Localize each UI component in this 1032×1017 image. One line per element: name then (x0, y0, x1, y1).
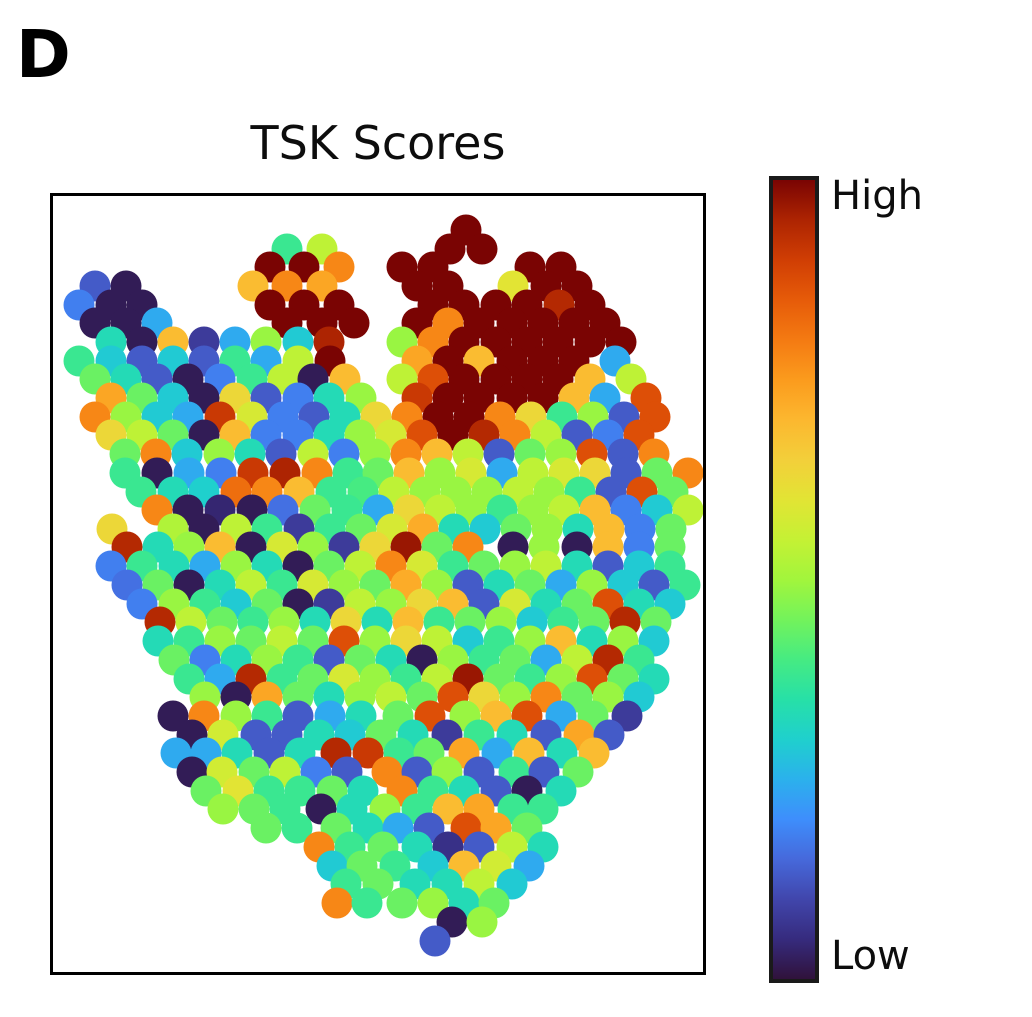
colorbar-high-label: High (831, 173, 923, 219)
scatter-dot (281, 812, 313, 844)
scatter-dot (417, 887, 449, 919)
scatter-dot (207, 793, 239, 825)
chart-title: TSK Scores (250, 116, 506, 170)
scatter-dot (338, 307, 370, 339)
colorbar-low-label: Low (831, 933, 910, 979)
scatter-dot (466, 233, 498, 265)
scatter-dot (419, 925, 451, 957)
scatter-dot (466, 906, 498, 938)
panel-label: D (16, 16, 71, 93)
scatter-dot (386, 887, 418, 919)
plot-frame (50, 193, 706, 975)
scatter-dot (250, 812, 282, 844)
colorbar (769, 176, 819, 983)
scatter-dot (352, 737, 384, 769)
scatter-dots (63, 214, 703, 957)
colorbar-gradient (773, 180, 815, 979)
scatter-dot (321, 887, 353, 919)
scatter-dot (351, 887, 383, 919)
scatter-dot (157, 700, 189, 732)
